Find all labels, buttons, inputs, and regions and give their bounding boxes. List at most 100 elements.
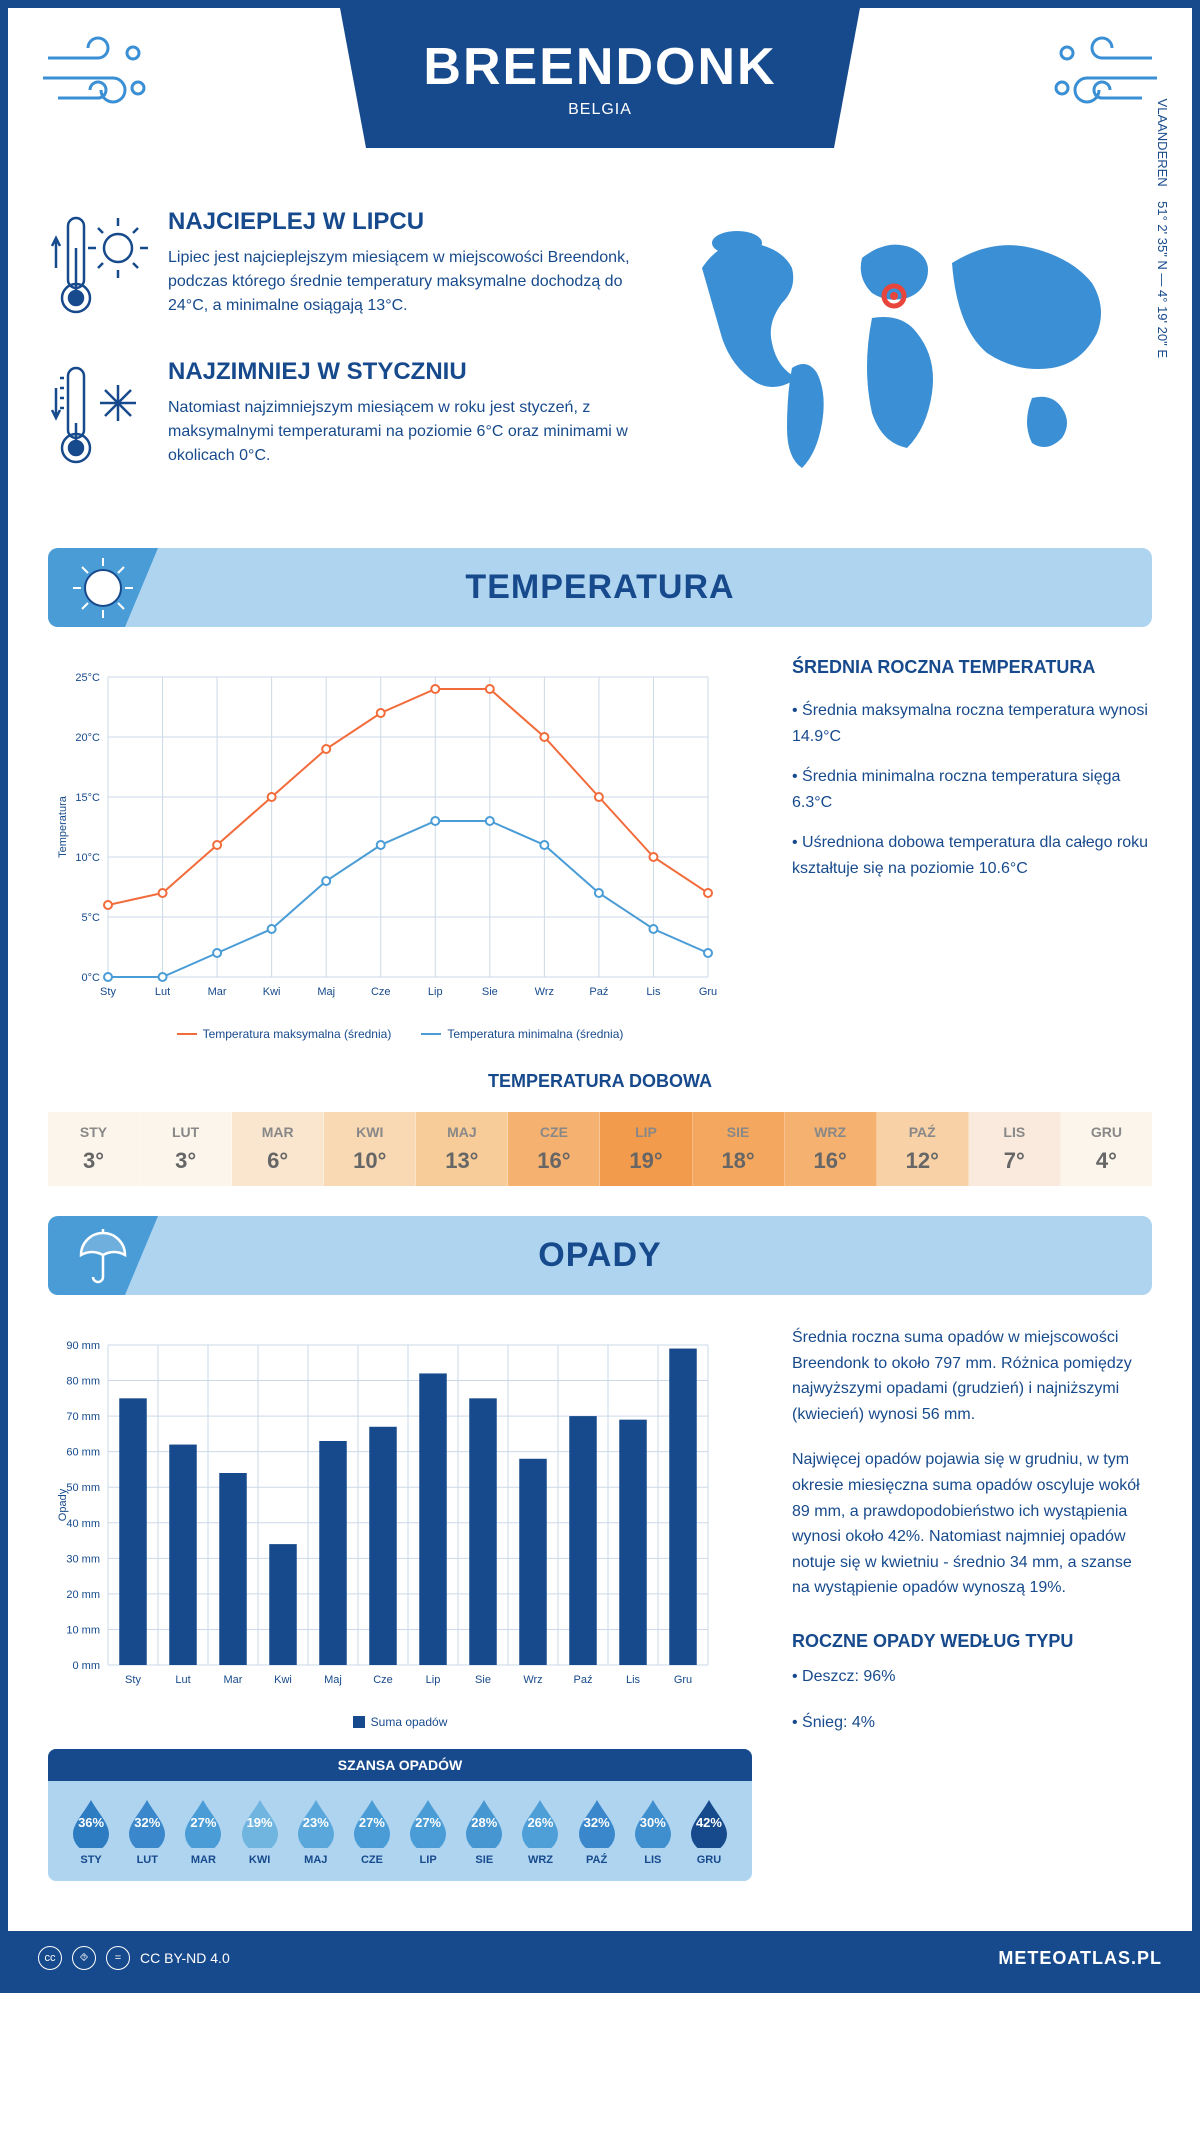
- svg-text:Paź: Paź: [589, 986, 608, 998]
- svg-text:50 mm: 50 mm: [66, 1482, 100, 1494]
- svg-text:Lut: Lut: [155, 986, 170, 998]
- svg-text:Lis: Lis: [646, 986, 661, 998]
- svg-text:Lip: Lip: [428, 986, 443, 998]
- temp-info-heading: ŚREDNIA ROCZNA TEMPERATURA: [792, 657, 1152, 678]
- by-icon: ⯑: [72, 1946, 96, 1970]
- svg-text:Sty: Sty: [100, 986, 116, 998]
- rain-drop: 27%MAR: [175, 1796, 231, 1866]
- svg-text:Lip: Lip: [426, 1674, 441, 1686]
- rain-drop: 32%PAŹ: [569, 1796, 625, 1866]
- rain-drop: 26%WRZ: [512, 1796, 568, 1866]
- coldest-block: NAJZIMNIEJ W STYCZNIU Natomiast najzimni…: [48, 358, 632, 478]
- svg-text:Gru: Gru: [674, 1674, 692, 1686]
- svg-text:70 mm: 70 mm: [66, 1411, 100, 1423]
- license-text: CC BY-ND 4.0: [140, 1950, 230, 1966]
- svg-text:Mar: Mar: [208, 986, 227, 998]
- svg-text:Cze: Cze: [373, 1674, 393, 1686]
- svg-text:20 mm: 20 mm: [66, 1589, 100, 1601]
- svg-text:30 mm: 30 mm: [66, 1553, 100, 1565]
- rain-chance-panel: SZANSA OPADÓW 36%STY32%LUT27%MAR19%KWI23…: [48, 1749, 752, 1881]
- coldest-text: Natomiast najzimniejszym miesiącem w rok…: [168, 396, 632, 468]
- warmest-block: NAJCIEPLEJ W LIPCU Lipiec jest najcieple…: [48, 208, 632, 328]
- rain-drop: 30%LIS: [625, 1796, 681, 1866]
- rain-drop: 28%SIE: [456, 1796, 512, 1866]
- svg-text:Kwi: Kwi: [274, 1674, 292, 1686]
- temp-info-bullet: • Średnia minimalna roczna temperatura s…: [792, 764, 1152, 815]
- svg-text:Opady: Opady: [57, 1488, 69, 1521]
- svg-text:0°C: 0°C: [82, 972, 101, 984]
- svg-text:Paź: Paź: [574, 1674, 593, 1686]
- daily-temp-cell: GRU4°: [1061, 1112, 1152, 1186]
- rain-drop: 36%STY: [63, 1796, 119, 1866]
- page-subtitle: BELGIA: [568, 101, 632, 119]
- svg-text:Maj: Maj: [324, 1674, 342, 1686]
- precipitation-section-header: OPADY: [48, 1216, 1152, 1295]
- title-banner: BREENDONK BELGIA: [340, 8, 860, 148]
- warmest-heading: NAJCIEPLEJ W LIPCU: [168, 208, 632, 236]
- sun-icon: [48, 548, 158, 627]
- svg-text:Temperatura: Temperatura: [57, 795, 69, 858]
- daily-temp-cell: LIS7°: [969, 1112, 1061, 1186]
- svg-text:Kwi: Kwi: [263, 986, 281, 998]
- svg-text:Mar: Mar: [224, 1674, 243, 1686]
- precip-type-heading: ROCZNE OPADY WEDŁUG TYPU: [792, 1631, 1152, 1652]
- precipitation-info: Średnia roczna suma opadów w miejscowośc…: [792, 1325, 1152, 1881]
- cc-icon: cc: [38, 1946, 62, 1970]
- svg-text:15°C: 15°C: [75, 792, 100, 804]
- svg-text:10°C: 10°C: [75, 852, 100, 864]
- section-title: TEMPERATURA: [78, 568, 1122, 607]
- svg-text:10 mm: 10 mm: [66, 1624, 100, 1636]
- precip-info-text: Średnia roczna suma opadów w miejscowośc…: [792, 1325, 1152, 1427]
- rain-drop: 42%GRU: [681, 1796, 737, 1866]
- svg-text:80 mm: 80 mm: [66, 1376, 100, 1388]
- daily-temp-cell: PAŹ12°: [877, 1112, 969, 1186]
- daily-temp-cell: MAJ13°: [416, 1112, 508, 1186]
- temperature-info: ŚREDNIA ROCZNA TEMPERATURA • Średnia mak…: [792, 657, 1152, 1041]
- daily-temp-cell: WRZ16°: [785, 1112, 877, 1186]
- thermometer-sun-icon: [48, 208, 148, 328]
- daily-temp-cell: KWI10°: [324, 1112, 416, 1186]
- daily-temp-cell: CZE16°: [508, 1112, 600, 1186]
- rain-drop: 23%MAJ: [288, 1796, 344, 1866]
- umbrella-icon: [48, 1216, 158, 1295]
- wind-icon: [38, 28, 158, 118]
- daily-temp-cell: MAR6°: [232, 1112, 324, 1186]
- daily-temp-cell: LUT3°: [140, 1112, 232, 1186]
- daily-temp-cell: SIE18°: [693, 1112, 785, 1186]
- world-map: [672, 208, 1152, 488]
- svg-text:60 mm: 60 mm: [66, 1447, 100, 1459]
- section-title: OPADY: [78, 1236, 1122, 1275]
- rain-drop: 19%KWI: [232, 1796, 288, 1866]
- svg-text:25°C: 25°C: [75, 672, 100, 684]
- wind-icon: [1042, 28, 1162, 118]
- svg-text:5°C: 5°C: [82, 912, 101, 924]
- thermometer-snow-icon: [48, 358, 148, 478]
- daily-temp-cell: STY3°: [48, 1112, 140, 1186]
- svg-text:Sie: Sie: [475, 1674, 491, 1686]
- daily-temp-cell: LIP19°: [600, 1112, 692, 1186]
- svg-text:Gru: Gru: [699, 986, 717, 998]
- coordinates: VLAANDEREN 51° 2' 35" N — 4° 19' 20" E: [1155, 99, 1170, 358]
- svg-text:20°C: 20°C: [75, 732, 100, 744]
- precipitation-bar-chart: 0 mm10 mm20 mm30 mm40 mm50 mm60 mm70 mm8…: [48, 1325, 728, 1705]
- temp-info-bullet: • Uśredniona dobowa temperatura dla całe…: [792, 830, 1152, 881]
- svg-text:Cze: Cze: [371, 986, 391, 998]
- precip-chart-legend: Suma opadów: [48, 1715, 752, 1729]
- intro-section: NAJCIEPLEJ W LIPCU Lipiec jest najcieple…: [48, 208, 1152, 508]
- temp-chart-legend: Temperatura maksymalna (średnia) Tempera…: [48, 1027, 752, 1041]
- rain-drop: 27%LIP: [400, 1796, 456, 1866]
- nd-icon: =: [106, 1946, 130, 1970]
- svg-text:Wrz: Wrz: [535, 986, 554, 998]
- page-title: BREENDONK: [423, 37, 776, 97]
- svg-text:0 mm: 0 mm: [73, 1660, 101, 1672]
- precip-type-bullet: • Śnieg: 4%: [792, 1710, 1152, 1736]
- temperature-section-header: TEMPERATURA: [48, 548, 1152, 627]
- footer: cc ⯑ = CC BY-ND 4.0 METEOATLAS.PL: [8, 1931, 1192, 1985]
- precip-type-bullet: • Deszcz: 96%: [792, 1664, 1152, 1690]
- warmest-text: Lipiec jest najcieplejszym miesiącem w m…: [168, 246, 632, 318]
- temp-info-bullet: • Średnia maksymalna roczna temperatura …: [792, 698, 1152, 749]
- header: BREENDONK BELGIA: [8, 8, 1192, 188]
- svg-text:Sie: Sie: [482, 986, 498, 998]
- daily-temperature-table: TEMPERATURA DOBOWA STY3°LUT3°MAR6°KWI10°…: [48, 1071, 1152, 1186]
- rain-chance-heading: SZANSA OPADÓW: [48, 1749, 752, 1781]
